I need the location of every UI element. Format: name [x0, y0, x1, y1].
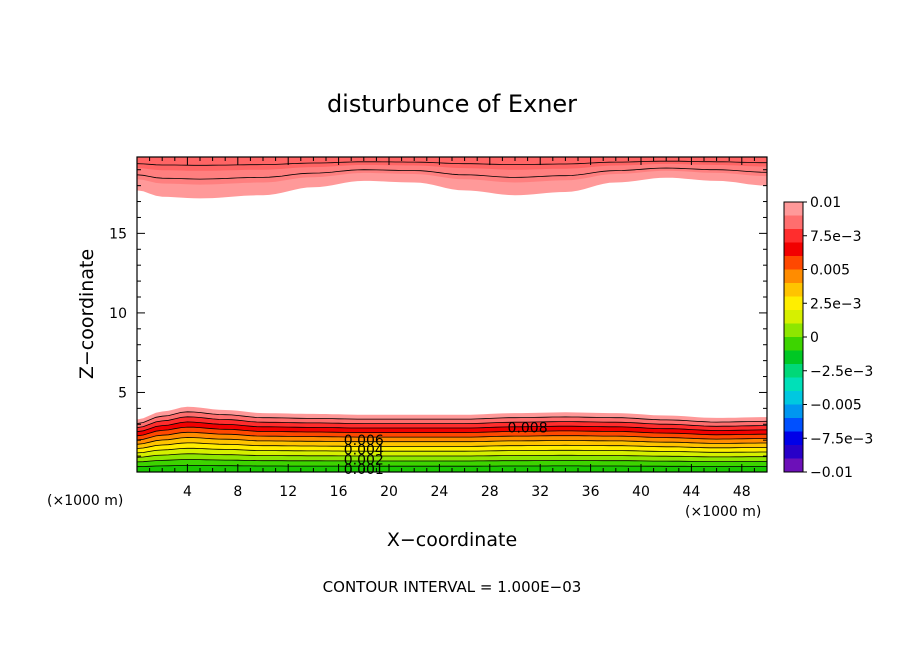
- colorbar-label: −0.01: [810, 465, 853, 481]
- chart-title: disturbunce of Exner: [327, 90, 577, 118]
- colorbar-label: −0.005: [810, 398, 862, 414]
- colorbar-swatch: [784, 445, 803, 459]
- contour-line-lower-7: [137, 431, 767, 441]
- colorbar-swatch: [784, 269, 803, 284]
- x-unit-label: (×1000 m): [685, 504, 761, 520]
- x-axis: 4 8 12 16 20 24 28 32 36 40 44 48: [149, 157, 755, 500]
- colorbar-label: −2.5e−3: [810, 364, 873, 380]
- lower-band-10: [137, 459, 767, 467]
- colorbar: 0.01 7.5e−3 0.005 2.5e−3 0 −2.5e−3 −0.005 −7.5e…: [783, 195, 873, 481]
- colorbar-label: 0.005: [810, 263, 850, 279]
- colorbar-swatch: [784, 391, 803, 405]
- lower-band-2: [137, 416, 767, 432]
- x-tick-label: 32: [531, 484, 549, 500]
- colorbar-swatch: [784, 256, 803, 270]
- contour-line-lower-11: [137, 411, 767, 424]
- colorbar-label: 7.5e−3: [810, 229, 862, 245]
- y-unit-label: (×1000 m): [47, 493, 123, 509]
- contour-label: 0.002: [344, 452, 384, 468]
- colorbar-swatch: [784, 323, 803, 338]
- colorbar-swatch: [784, 404, 803, 419]
- colorbar-swatch: [784, 310, 803, 324]
- upper-band-2: [137, 157, 767, 171]
- x-tick-label: 40: [632, 484, 650, 500]
- y-tick-label: 10: [109, 306, 127, 322]
- x-tick-label: 8: [233, 484, 242, 500]
- colorbar-swatch: [784, 296, 803, 311]
- contour-label: 0.004: [344, 443, 384, 459]
- x-tick-label: 44: [682, 484, 700, 500]
- colorbar-swatch: [784, 229, 803, 243]
- contour-line-lower-8: [137, 426, 767, 437]
- y-axis-label: Z−coordinate: [76, 249, 98, 379]
- colorbar-label: 2.5e−3: [810, 296, 862, 312]
- contour-line-lower-9: [137, 421, 767, 433]
- colorbar-swatch: [784, 431, 803, 446]
- lower-band-3: [137, 421, 767, 436]
- lower-band-0: [137, 406, 767, 424]
- x-tick-label: 28: [481, 484, 499, 500]
- x-tick-label: 20: [380, 484, 398, 500]
- contour-line-upper-3: [137, 160, 767, 166]
- colorbar-label: 0.01: [810, 195, 841, 211]
- contour-line-upper-2: [137, 167, 767, 180]
- x-tick-label: 24: [430, 484, 448, 500]
- lower-band-4: [137, 427, 767, 440]
- colorbar-swatch: [784, 350, 803, 365]
- contour-line-lower-2: [137, 459, 767, 463]
- contour-line-lower-10: [137, 416, 767, 428]
- plot-area: [137, 157, 767, 472]
- x-tick-label: 12: [279, 484, 297, 500]
- colorbar-swatch: [784, 364, 803, 378]
- colorbar-label: 0: [810, 330, 819, 346]
- contour-interval-note: CONTOUR INTERVAL = 1.000E−03: [323, 578, 582, 596]
- colorbar-swatch: [784, 215, 803, 230]
- colorbar-label: −7.5e−3: [810, 431, 873, 447]
- y-tick-label: 5: [118, 385, 127, 401]
- contour-line-lower-6: [137, 437, 767, 445]
- colorbar-swatch: [784, 337, 803, 351]
- y-axis: 5 10 15: [109, 169, 767, 457]
- contour-line-lower-1: [137, 465, 767, 468]
- y-tick-label: 15: [109, 226, 127, 242]
- colorbar-swatch: [784, 458, 803, 473]
- contour-line-lower-3: [137, 453, 767, 458]
- colorbar-swatch: [784, 418, 803, 432]
- contour-label: 0.008: [508, 420, 548, 436]
- contour-lines: [137, 160, 767, 468]
- colorbar-swatch: [784, 202, 803, 216]
- contour-line-lower-5: [137, 442, 767, 449]
- x-axis-label: X−coordinate: [387, 529, 517, 551]
- contour-label: 0.006: [344, 433, 384, 449]
- lower-band-8: [137, 448, 767, 458]
- colorbar-swatch: [784, 283, 803, 297]
- colorbar-swatch: [784, 242, 803, 257]
- colorbar-swatch: [784, 377, 803, 392]
- contour-label: 0.001: [344, 462, 384, 478]
- x-tick-label: 36: [582, 484, 600, 500]
- contour-line-lower-4: [137, 447, 767, 454]
- lower-band-5: [137, 432, 767, 445]
- x-tick-label: 48: [733, 484, 751, 500]
- x-tick-label: 4: [183, 484, 192, 500]
- lower-band-1: [137, 411, 767, 428]
- x-tick-label: 16: [330, 484, 348, 500]
